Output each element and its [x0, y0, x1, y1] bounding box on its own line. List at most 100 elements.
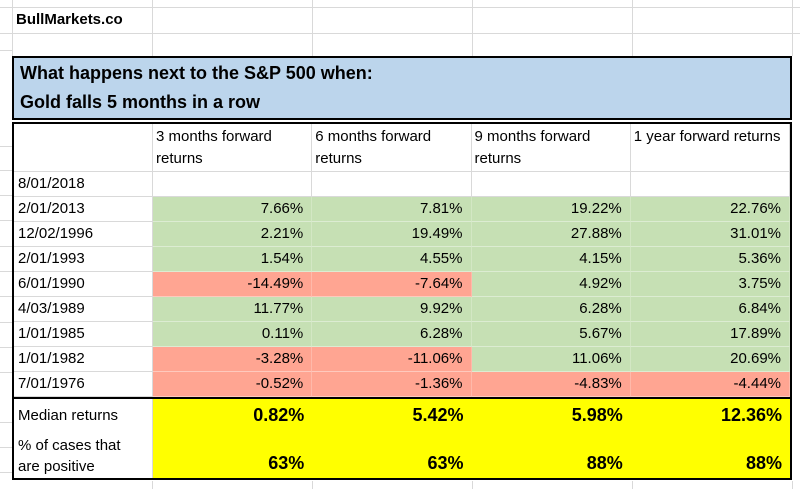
column-header-1y[interactable]: 1 year forward returns [630, 124, 790, 172]
table-row: 1/01/1985 0.11% 6.28% 5.67% 17.89% [14, 322, 790, 347]
date-cell[interactable]: 7/01/1976 [14, 372, 153, 397]
gridline [0, 322, 12, 323]
gridline [152, 0, 153, 56]
median-label-cell[interactable]: Median returns [14, 399, 153, 433]
table-header-row: 3 months forward returns 6 months forwar… [14, 124, 790, 172]
gridline [0, 33, 800, 34]
gridline [0, 50, 12, 51]
return-cell[interactable]: 4.15% [471, 247, 631, 272]
gridline [632, 0, 633, 56]
gridline [792, 481, 793, 489]
return-cell[interactable]: -7.64% [312, 272, 472, 297]
gridline [0, 372, 12, 373]
gridline [0, 447, 12, 448]
return-cell[interactable]: 4.55% [312, 247, 472, 272]
pct-value-cell[interactable]: 88% [471, 433, 631, 478]
table-row: 8/01/2018 [14, 172, 790, 197]
sheet-title-line1: What happens next to the S&P 500 when: [20, 63, 373, 83]
median-row: Median returns 0.82% 5.42% 5.98% 12.36% [14, 397, 790, 433]
return-cell[interactable]: 5.67% [471, 322, 631, 347]
corner-cell[interactable] [14, 124, 153, 172]
pct-positive-row: % of cases that are positive 63% 63% 88%… [14, 433, 790, 478]
return-cell[interactable] [153, 172, 313, 197]
column-header-6m[interactable]: 6 months forward returns [312, 124, 472, 172]
gridline [0, 195, 12, 196]
return-cell[interactable]: 6.84% [630, 297, 790, 322]
gridline [312, 0, 313, 56]
return-cell[interactable]: 31.01% [630, 222, 790, 247]
date-cell[interactable]: 1/01/1982 [14, 347, 153, 372]
return-cell[interactable]: 11.06% [471, 347, 631, 372]
column-header-3m[interactable]: 3 months forward returns [153, 124, 313, 172]
table-row: 2/01/1993 1.54% 4.55% 4.15% 5.36% [14, 247, 790, 272]
return-cell[interactable] [312, 172, 472, 197]
return-cell[interactable]: 2.21% [153, 222, 313, 247]
median-value-cell[interactable]: 5.42% [312, 399, 472, 433]
gridline [0, 170, 12, 171]
return-cell[interactable] [471, 172, 631, 197]
table-row: 12/02/1996 2.21% 19.49% 27.88% 31.01% [14, 222, 790, 247]
gridline [472, 481, 473, 489]
median-value-cell[interactable]: 12.36% [630, 399, 790, 433]
return-cell[interactable]: -4.44% [630, 372, 790, 397]
gridline [12, 0, 13, 56]
brand-cell[interactable]: BullMarkets.co [16, 11, 123, 28]
returns-table: 3 months forward returns 6 months forwar… [12, 122, 792, 480]
return-cell[interactable]: -14.49% [153, 272, 313, 297]
pct-value-cell[interactable]: 88% [630, 433, 790, 478]
return-cell[interactable]: 19.49% [312, 222, 472, 247]
date-cell[interactable]: 6/01/1990 [14, 272, 153, 297]
return-cell[interactable] [630, 172, 790, 197]
median-value-cell[interactable]: 5.98% [471, 399, 631, 433]
date-cell[interactable]: 2/01/2013 [14, 197, 153, 222]
date-cell[interactable]: 2/01/1993 [14, 247, 153, 272]
table-row: 7/01/1976 -0.52% -1.36% -4.83% -4.44% [14, 372, 790, 397]
return-cell[interactable]: 22.76% [630, 197, 790, 222]
date-cell[interactable]: 8/01/2018 [14, 172, 153, 197]
gridline [0, 7, 800, 8]
date-cell[interactable]: 1/01/1985 [14, 322, 153, 347]
return-cell[interactable]: -11.06% [312, 347, 472, 372]
gridline [0, 422, 12, 423]
pct-value-cell[interactable]: 63% [312, 433, 472, 478]
return-cell[interactable]: 4.92% [471, 272, 631, 297]
sheet-title-line2: Gold falls 5 months in a row [20, 92, 261, 112]
return-cell[interactable]: 5.36% [630, 247, 790, 272]
return-cell[interactable]: 11.77% [153, 297, 313, 322]
return-cell[interactable]: 17.89% [630, 322, 790, 347]
return-cell[interactable]: 6.28% [312, 322, 472, 347]
return-cell[interactable]: -1.36% [312, 372, 472, 397]
gridline [0, 246, 12, 247]
return-cell[interactable]: 3.75% [630, 272, 790, 297]
gridline [792, 0, 793, 56]
gridline [312, 481, 313, 489]
table-row: 1/01/1982 -3.28% -11.06% 11.06% 20.69% [14, 347, 790, 372]
return-cell[interactable]: 7.66% [153, 197, 313, 222]
date-cell[interactable]: 4/03/1989 [14, 297, 153, 322]
gridline [0, 271, 12, 272]
gridline [0, 220, 12, 221]
return-cell[interactable]: -3.28% [153, 347, 313, 372]
return-cell[interactable]: 1.54% [153, 247, 313, 272]
return-cell[interactable]: 20.69% [630, 347, 790, 372]
return-cell[interactable]: 0.11% [153, 322, 313, 347]
pct-label-cell[interactable]: % of cases that are positive [14, 433, 153, 478]
return-cell[interactable]: 27.88% [471, 222, 631, 247]
pct-value-cell[interactable]: 63% [153, 433, 313, 478]
table-row: 4/03/1989 11.77% 9.92% 6.28% 6.84% [14, 297, 790, 322]
date-cell[interactable]: 12/02/1996 [14, 222, 153, 247]
gridline [632, 481, 633, 489]
return-cell[interactable]: 7.81% [312, 197, 472, 222]
return-cell[interactable]: 9.92% [312, 297, 472, 322]
column-header-9m[interactable]: 9 months forward returns [471, 124, 631, 172]
gridline [0, 296, 12, 297]
table-row: 2/01/2013 7.66% 7.81% 19.22% 22.76% [14, 197, 790, 222]
return-cell[interactable]: -4.83% [471, 372, 631, 397]
median-value-cell[interactable]: 0.82% [153, 399, 313, 433]
return-cell[interactable]: 6.28% [471, 297, 631, 322]
return-cell[interactable]: -0.52% [153, 372, 313, 397]
pct-label-line1: % of cases that [18, 437, 121, 454]
return-cell[interactable]: 19.22% [471, 197, 631, 222]
sheet-title-block[interactable]: What happens next to the S&P 500 when: G… [12, 56, 792, 120]
